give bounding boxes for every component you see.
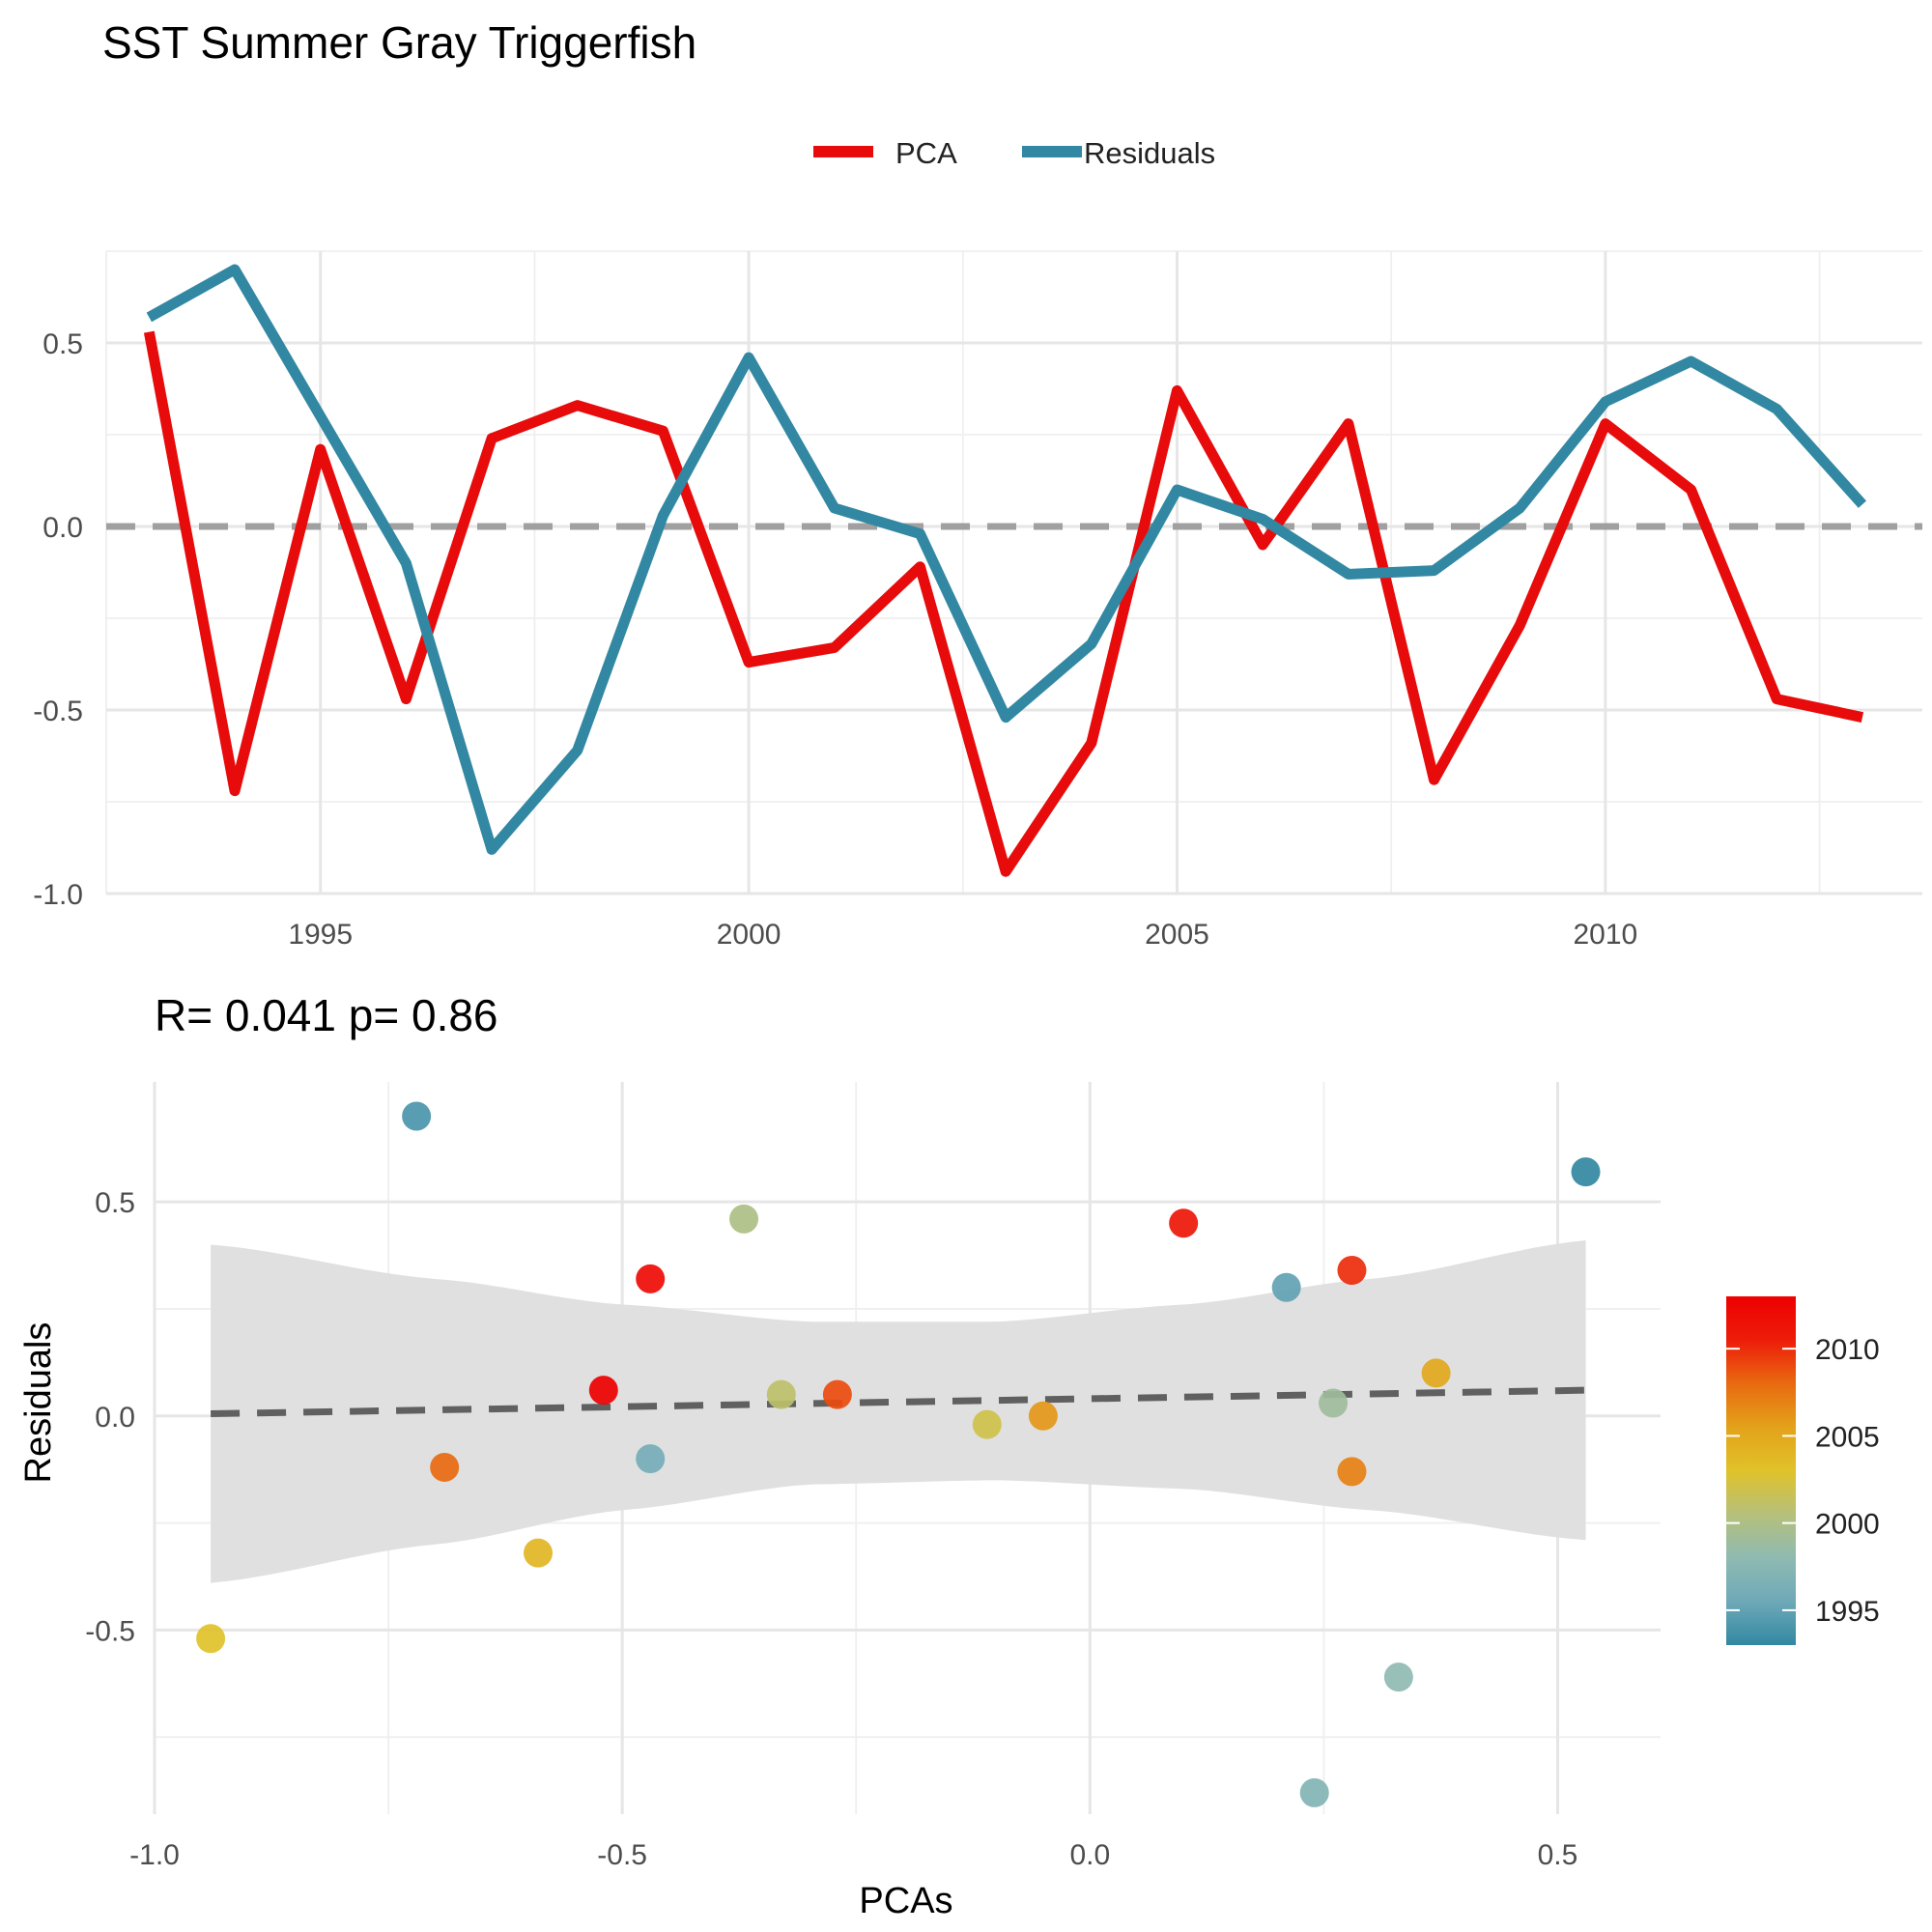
data-point [729,1204,759,1234]
x-tick-label: 0.0 [1069,1839,1110,1871]
x-tick-label: 2000 [717,919,781,951]
data-point [1028,1401,1058,1431]
confidence-ribbon [211,1240,1586,1583]
y-tick-label: 0.0 [95,1402,135,1434]
data-point [430,1452,460,1482]
legend-label-residuals: Residuals [1084,136,1215,170]
year-colorbar: 1995 2000 2005 2010 [1726,1296,1880,1645]
data-point [402,1101,432,1131]
legend: PCA Residuals [813,136,1215,170]
time-series-lines [106,264,1922,877]
series-line-pca [143,330,1864,877]
colorbar-tick-label: 1995 [1815,1596,1880,1628]
data-point [1271,1272,1301,1302]
data-point [1319,1388,1349,1418]
scatter-points [196,1101,1601,1807]
series-line-residuals [146,264,1867,855]
chart-title: SST Summer Gray Triggerfish [102,17,696,68]
x-tick-label: -1.0 [129,1839,180,1871]
correlation-annotation: R= 0.041 p= 0.86 [155,990,498,1040]
data-point [1571,1157,1601,1187]
data-point [524,1538,554,1568]
data-point [1169,1208,1199,1238]
y-tick-label: -0.5 [33,696,83,727]
y-tick-label: 0.0 [43,512,83,544]
legend-label-pca: PCA [895,136,957,170]
time-series-tick-labels: 1995 2000 2005 2010 0.5 0.0 -0.5 -1.0 [33,328,1637,951]
time-series-grid [105,250,1922,895]
y-tick-label: -1.0 [33,879,83,911]
x-axis-label: PCAs [859,1881,952,1921]
colorbar-tick-label: 2005 [1815,1421,1880,1453]
x-tick-label: 1995 [288,919,353,951]
data-point [1337,1457,1367,1487]
colorbar-tick-label: 2000 [1815,1509,1880,1541]
data-point [1421,1358,1451,1388]
scatter-tick-labels: -1.0 -0.5 0.0 0.5 0.5 0.0 -0.5 [85,1187,1577,1871]
data-point [1299,1777,1329,1807]
colorbar-gradient [1726,1296,1796,1645]
y-axis-label: Residuals [18,1322,59,1484]
y-tick-label: 0.5 [95,1187,135,1219]
colorbar-ticks: 1995 2000 2005 2010 [1726,1334,1880,1628]
x-tick-label: 2005 [1145,919,1209,951]
confidence-band [211,1240,1586,1583]
data-point [1383,1662,1413,1692]
data-point [588,1376,618,1406]
data-point [636,1444,666,1474]
data-point [1337,1256,1367,1286]
x-tick-label: -0.5 [597,1839,647,1871]
scatter-panel: -1.0 -0.5 0.0 0.5 0.5 0.0 -0.5 PCAs Residuals [18,1082,1661,1921]
y-tick-label: 0.5 [43,328,83,360]
x-tick-label: 2010 [1574,919,1638,951]
data-point [636,1264,666,1293]
time-series-panel: 1995 2000 2005 2010 0.5 0.0 -0.5 -1.0 [33,250,1922,951]
data-point [766,1379,796,1409]
y-tick-label: -0.5 [85,1615,135,1647]
x-tick-label: 0.5 [1538,1839,1578,1871]
colorbar-tick-label: 2010 [1815,1334,1880,1366]
data-point [822,1379,852,1409]
data-point [972,1409,1002,1439]
data-point [196,1624,226,1654]
